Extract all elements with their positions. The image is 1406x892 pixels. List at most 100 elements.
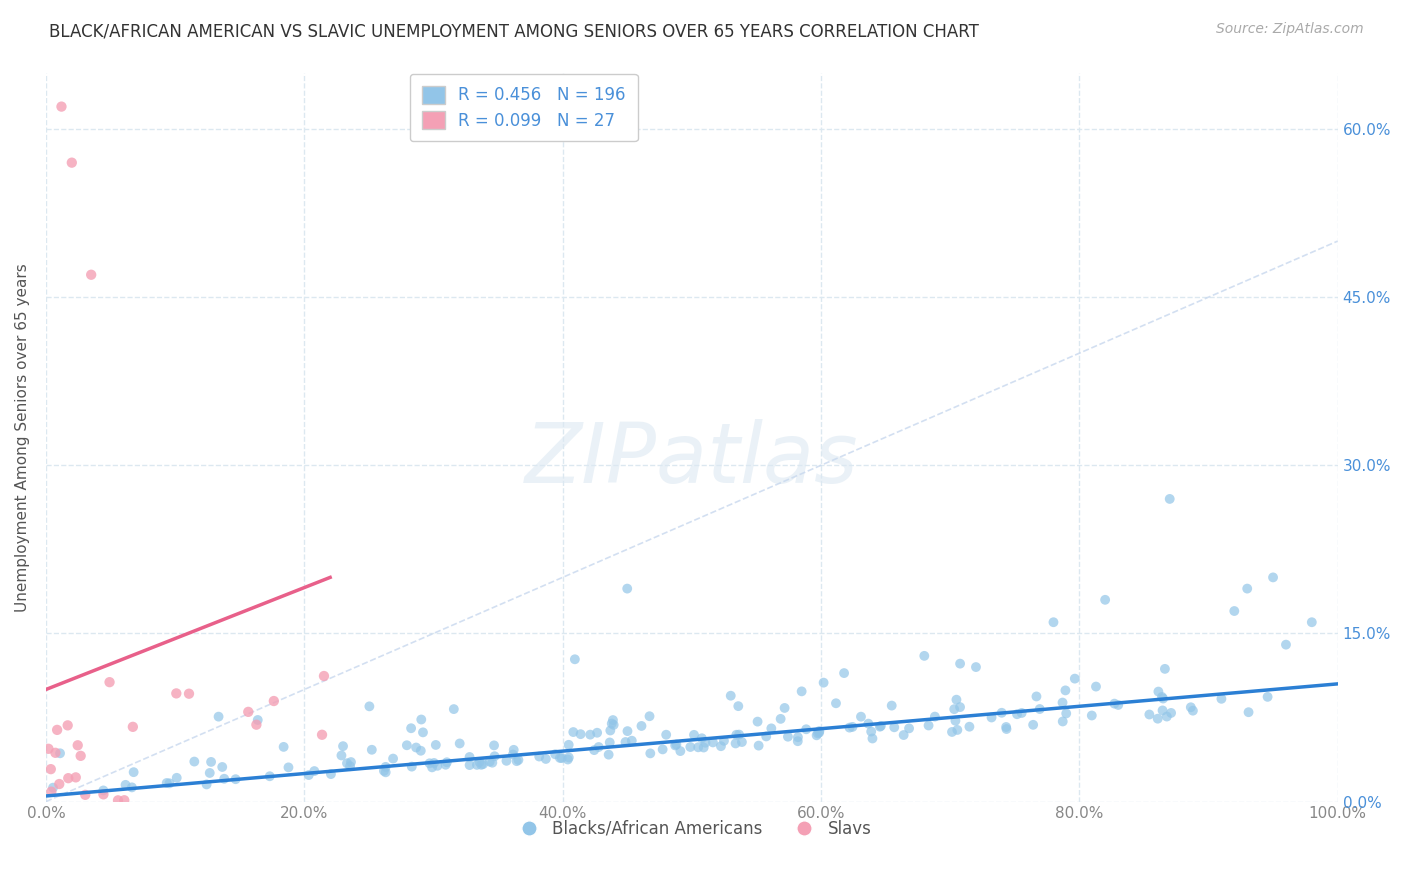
- Point: [484, 749, 506, 764]
- Point: [405, 740, 427, 755]
- Point: [1275, 638, 1298, 652]
- Point: [583, 743, 606, 757]
- Point: [588, 739, 610, 754]
- Point: [1181, 704, 1204, 718]
- Point: [458, 758, 481, 772]
- Point: [207, 709, 229, 723]
- Point: [443, 702, 465, 716]
- Point: [747, 714, 769, 729]
- Point: [332, 739, 354, 754]
- Point: [1180, 700, 1202, 714]
- Point: [702, 735, 724, 749]
- Point: [949, 700, 972, 714]
- Point: [787, 730, 810, 744]
- Point: [212, 772, 235, 786]
- Point: [912, 648, 935, 663]
- Point: [373, 764, 395, 778]
- Point: [60, 155, 83, 169]
- Point: [458, 750, 481, 764]
- Point: [1159, 491, 1181, 506]
- Point: [1052, 696, 1074, 710]
- Point: [683, 728, 706, 742]
- Point: [616, 582, 638, 596]
- Point: [849, 709, 872, 723]
- Text: ZIPatlas: ZIPatlas: [524, 418, 859, 500]
- Point: [1107, 698, 1129, 712]
- Point: [898, 722, 921, 736]
- Point: [401, 759, 423, 773]
- Point: [277, 760, 299, 774]
- Point: [65, 770, 87, 784]
- Point: [557, 752, 579, 766]
- Point: [946, 723, 969, 737]
- Point: [1063, 672, 1085, 686]
- Point: [46, 723, 69, 737]
- Point: [1301, 615, 1323, 630]
- Point: [769, 712, 792, 726]
- Point: [1042, 615, 1064, 630]
- Point: [870, 719, 893, 733]
- Point: [42, 780, 65, 795]
- Point: [1261, 570, 1284, 584]
- Point: [481, 756, 503, 770]
- Point: [360, 743, 382, 757]
- Point: [748, 739, 770, 753]
- Point: [1156, 709, 1178, 723]
- Point: [1054, 706, 1077, 721]
- Point: [807, 726, 830, 740]
- Point: [883, 720, 905, 734]
- Point: [66, 739, 89, 753]
- Point: [508, 753, 530, 767]
- Y-axis label: Unemployment Among Seniors over 65 years: Unemployment Among Seniors over 65 years: [15, 263, 30, 612]
- Point: [665, 738, 688, 752]
- Point: [502, 747, 524, 762]
- Point: [468, 755, 491, 769]
- Point: [434, 757, 457, 772]
- Point: [330, 748, 353, 763]
- Point: [75, 788, 97, 802]
- Point: [93, 788, 115, 802]
- Point: [411, 713, 433, 727]
- Point: [786, 734, 808, 748]
- Point: [107, 793, 129, 807]
- Point: [761, 722, 783, 736]
- Point: [502, 743, 524, 757]
- Point: [1152, 703, 1174, 717]
- Point: [298, 768, 321, 782]
- Point: [794, 723, 817, 737]
- Point: [259, 769, 281, 783]
- Point: [425, 738, 447, 752]
- Point: [943, 702, 966, 716]
- Point: [374, 765, 396, 780]
- Point: [651, 742, 673, 756]
- Point: [1054, 683, 1077, 698]
- Point: [917, 718, 939, 732]
- Point: [399, 721, 422, 735]
- Point: [1146, 712, 1168, 726]
- Point: [832, 666, 855, 681]
- Point: [319, 767, 342, 781]
- Point: [195, 777, 218, 791]
- Point: [1137, 707, 1160, 722]
- Point: [638, 709, 661, 723]
- Point: [600, 716, 623, 731]
- Text: BLACK/AFRICAN AMERICAN VS SLAVIC UNEMPLOYMENT AMONG SENIORS OVER 65 YEARS CORREL: BLACK/AFRICAN AMERICAN VS SLAVIC UNEMPLO…: [49, 22, 979, 40]
- Point: [436, 756, 458, 770]
- Point: [58, 771, 80, 785]
- Point: [564, 652, 586, 666]
- Point: [529, 749, 551, 764]
- Point: [655, 728, 678, 742]
- Point: [599, 723, 621, 738]
- Point: [1223, 604, 1246, 618]
- Point: [1147, 684, 1170, 698]
- Point: [159, 776, 181, 790]
- Point: [1152, 691, 1174, 706]
- Point: [558, 750, 581, 764]
- Point: [548, 751, 571, 765]
- Point: [121, 720, 143, 734]
- Point: [1237, 705, 1260, 719]
- Point: [862, 731, 884, 746]
- Point: [679, 739, 702, 754]
- Point: [598, 747, 620, 762]
- Point: [465, 757, 488, 772]
